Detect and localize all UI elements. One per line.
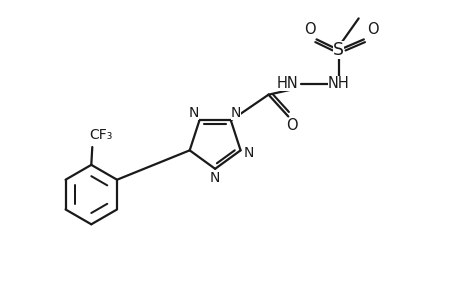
Text: HN: HN — [276, 76, 297, 91]
Text: NH: NH — [327, 76, 349, 91]
Text: CF₃: CF₃ — [89, 128, 112, 142]
Text: O: O — [286, 118, 297, 133]
Text: N: N — [230, 106, 241, 120]
Text: S: S — [333, 41, 344, 59]
Text: O: O — [366, 22, 378, 37]
Text: O: O — [304, 22, 315, 37]
Text: N: N — [243, 146, 254, 160]
Text: N: N — [209, 171, 220, 185]
Text: N: N — [189, 106, 199, 120]
